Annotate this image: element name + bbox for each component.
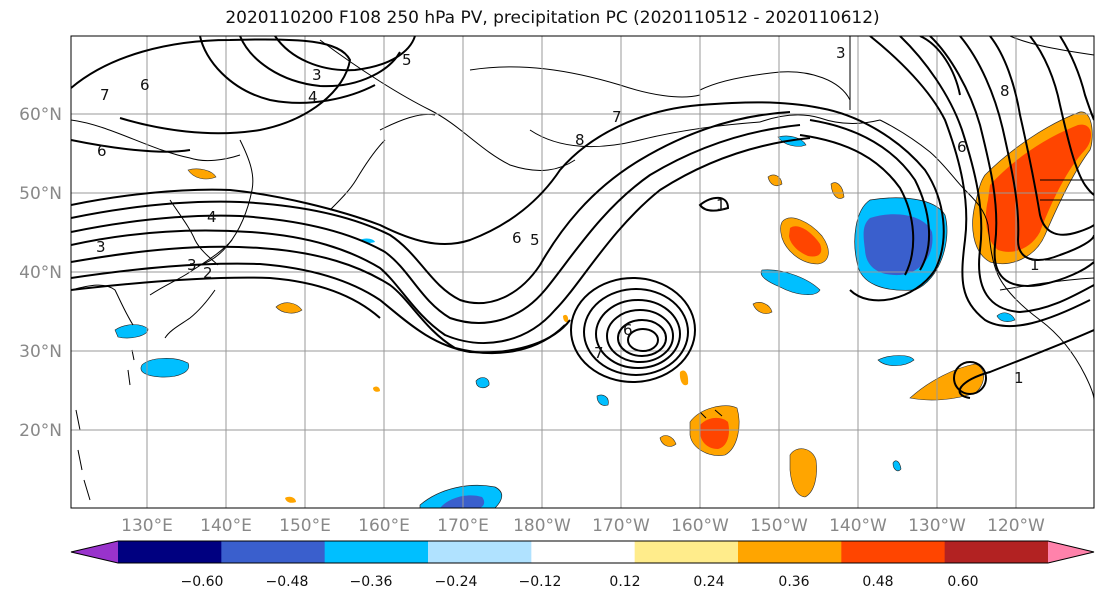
- colorbar-tick-label: −0.48: [266, 574, 309, 590]
- contour-label: 5: [402, 51, 412, 69]
- coastlines: [71, 36, 1094, 501]
- lat-label-40n: 40°N: [19, 263, 62, 283]
- contour-label: 3: [836, 44, 846, 62]
- colorbar-segment: [324, 541, 429, 563]
- colorbar-outline: [70, 540, 1095, 564]
- colorbar-tick-label: 0.24: [693, 574, 724, 590]
- lon-label: 150°W: [750, 516, 808, 536]
- map-panel: 6 7 3 4 5 6 3 8 6 4 3 2 6 5 8 7 1 6 3 7: [70, 35, 1095, 509]
- contour-label: 5: [530, 231, 540, 249]
- lon-label: 160°E: [358, 516, 410, 536]
- lon-label: 130°E: [121, 516, 173, 536]
- colorbar-segment: [634, 541, 739, 563]
- colorbar-tick-label: 0.12: [609, 574, 640, 590]
- contour-label: 8: [1000, 82, 1010, 100]
- contour-label: 8: [575, 131, 585, 149]
- lat-label-50n: 50°N: [19, 184, 62, 204]
- colorbar-segment: [118, 541, 222, 563]
- colorbar-extend-high: [1048, 541, 1094, 563]
- contour-label: 6: [623, 321, 633, 339]
- colorbar-segment: [221, 541, 326, 563]
- lon-label: 160°W: [671, 516, 729, 536]
- colorbar-segments: [70, 540, 1095, 564]
- contour-label: 3: [187, 256, 197, 274]
- graticule: [71, 36, 1094, 508]
- longitude-labels: 130°E 140°E 150°E 160°E 170°E 180°W 170°…: [121, 516, 1045, 536]
- lon-label: 170°E: [437, 516, 489, 536]
- colorbar-tick-label: 0.36: [778, 574, 809, 590]
- colorbar-segment: [738, 541, 842, 563]
- colorbar-segment: [428, 541, 532, 563]
- lon-label: 130°W: [908, 516, 966, 536]
- contour-label: 7: [100, 86, 110, 104]
- colorbar-tick-label: 0.48: [862, 574, 893, 590]
- colorbar-tick-label: −0.60: [181, 574, 224, 590]
- lat-label-60n: 60°N: [19, 105, 62, 125]
- precipitation-shading: [114, 111, 1093, 508]
- contour-label: 6: [140, 76, 150, 94]
- contour-label: 4: [308, 88, 318, 106]
- colorbar: −0.60 −0.48 −0.36 −0.24 −0.12 0.12 0.24 …: [70, 540, 1095, 590]
- contour-label: 6: [97, 142, 107, 160]
- colorbar-tick-label: −0.24: [435, 574, 478, 590]
- colorbar-ticks: −0.60 −0.48 −0.36 −0.24 −0.12 0.12 0.24 …: [181, 574, 979, 590]
- colorbar-tick-label: 0.60: [947, 574, 978, 590]
- contour-label: 1: [1014, 369, 1024, 387]
- lat-label-30n: 30°N: [19, 342, 62, 362]
- colorbar-segment: [531, 541, 636, 563]
- contour-label: 6: [512, 229, 522, 247]
- contour-label: 6: [957, 138, 967, 156]
- lon-label: 180°W: [513, 516, 571, 536]
- colorbar-segment: [841, 541, 946, 563]
- lon-label: 120°W: [987, 516, 1045, 536]
- contour-label: 1: [1030, 256, 1040, 274]
- map-frame: [70, 35, 1095, 509]
- colorbar-extend-low: [71, 541, 118, 563]
- colorbar-tick-label: −0.36: [350, 574, 393, 590]
- colorbar-tick-label: −0.12: [519, 574, 562, 590]
- contour-label: 4: [207, 208, 217, 226]
- lon-label: 170°W: [592, 516, 650, 536]
- map-title: 2020110200 F108 250 hPa PV, precipitatio…: [225, 8, 880, 28]
- lon-label: 150°E: [279, 516, 331, 536]
- pv-contours: [71, 36, 1094, 399]
- contour-label: 3: [96, 238, 106, 256]
- contour-label: 7: [612, 108, 622, 126]
- contour-label: 3: [312, 66, 322, 84]
- contour-label: 1: [716, 196, 726, 214]
- lon-label: 140°E: [200, 516, 252, 536]
- colorbar-segment: [944, 541, 1049, 563]
- latitude-labels: 60°N 50°N 40°N 30°N 20°N: [19, 105, 62, 441]
- contour-labels: 6 7 3 4 5 6 3 8 6 4 3 2 6 5 8 7 1 6 3 7: [96, 44, 1040, 387]
- lon-label: 140°W: [829, 516, 887, 536]
- contour-label: 2: [203, 264, 213, 282]
- contour-label: 7: [594, 344, 604, 362]
- lat-label-20n: 20°N: [19, 421, 62, 441]
